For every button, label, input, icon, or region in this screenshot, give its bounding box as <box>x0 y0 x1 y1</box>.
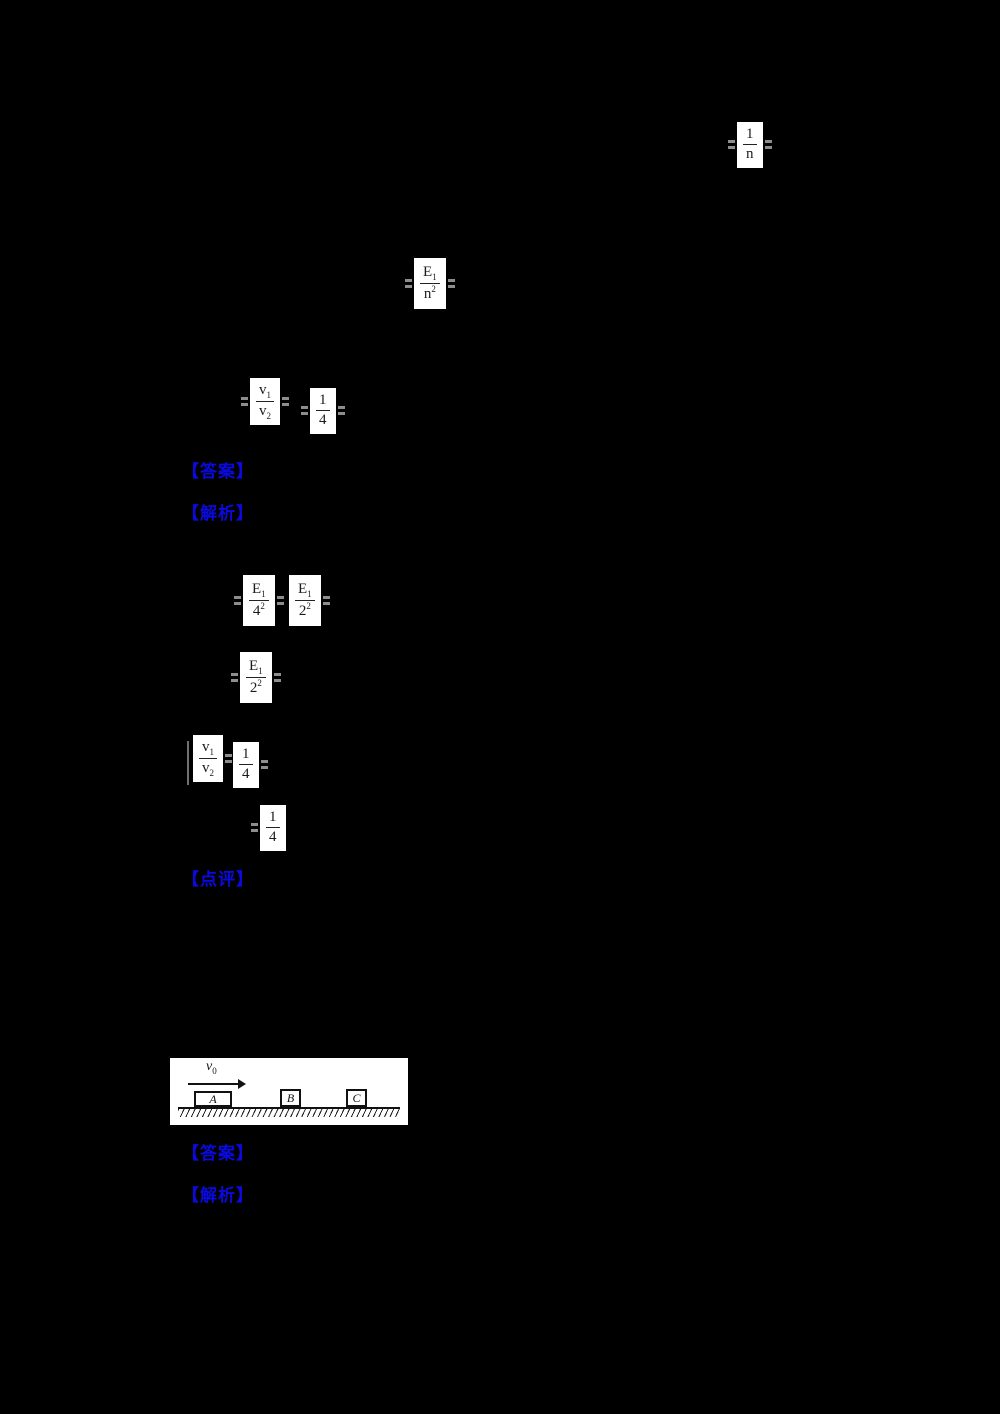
equals-mark <box>276 595 284 605</box>
equals-remnant-mark <box>260 759 268 769</box>
equation-E1-over-2-squared-2: E1 22 <box>231 652 281 704</box>
equals-remnant-mark <box>251 822 258 832</box>
fraction-numerator: E1 <box>246 658 266 678</box>
analysis-label-1: 【解析】 <box>182 504 254 523</box>
fraction-denominator: n2 <box>423 284 436 303</box>
fraction: 1 n <box>743 126 757 164</box>
fraction-numerator: 1 <box>269 809 277 825</box>
equals-remnant-mark <box>241 396 248 406</box>
fraction-numerator: v1 <box>256 382 274 402</box>
equation-E1-over-2-squared: E1 22 <box>289 575 330 627</box>
fraction-denominator: 22 <box>298 601 311 620</box>
equals-remnant-mark <box>337 405 345 415</box>
equals-remnant-mark <box>728 139 735 149</box>
fraction-denominator: 4 <box>319 412 327 429</box>
fraction-denominator: 4 <box>242 766 250 783</box>
equals-remnant-mark <box>301 405 308 415</box>
fraction-denominator: v2 <box>259 403 271 421</box>
equation-1-over-4: 1 4 <box>301 388 345 434</box>
equation-1-over-4-3: 1 4 <box>251 805 286 851</box>
text-remnant-bar <box>187 741 189 785</box>
fraction: 1 4 <box>316 392 330 430</box>
equals-remnant-mark <box>764 139 772 149</box>
equals-remnant-mark <box>231 672 238 682</box>
fraction: E1 22 <box>295 581 315 620</box>
physics-diagram-blocks: v0 A B C <box>170 1058 408 1125</box>
velocity-label: v0 <box>206 1059 217 1076</box>
block-B-label: B <box>286 1090 295 1105</box>
equals-remnant-mark <box>322 595 330 605</box>
fraction: 1 4 <box>266 809 280 847</box>
equation-E1-over-n-squared: E1 n2 <box>405 258 455 310</box>
equation-1-over-4-2: 1 4 <box>233 742 268 788</box>
velocity-arrow <box>188 1079 246 1089</box>
fraction-numerator: 1 <box>746 126 754 142</box>
ground-hatching <box>178 1109 400 1117</box>
equals-mark <box>225 753 232 763</box>
block-C-label: C <box>352 1090 361 1105</box>
fraction: E1 42 <box>249 581 269 620</box>
block-B: B <box>280 1089 301 1107</box>
equals-remnant-mark <box>234 595 241 605</box>
fraction: E1 n2 <box>420 264 440 303</box>
block-A: A <box>194 1091 232 1107</box>
fraction-numerator: E1 <box>420 264 440 284</box>
fraction: 1 4 <box>239 746 253 784</box>
fraction: E1 22 <box>246 658 266 697</box>
equals-remnant-mark <box>405 278 412 288</box>
fraction-denominator: 22 <box>249 678 262 697</box>
fraction-denominator: 42 <box>252 601 265 620</box>
equals-remnant-mark <box>447 278 455 288</box>
equals-remnant-mark <box>282 396 289 406</box>
fraction: v1 v2 <box>199 739 217 778</box>
equation-v1-over-v2: v1 v2 <box>241 378 289 425</box>
ground-line <box>178 1107 400 1109</box>
block-C: C <box>346 1089 367 1107</box>
fraction-numerator: E1 <box>249 581 269 601</box>
arrow-head-icon <box>238 1079 246 1089</box>
equals-remnant-mark <box>273 672 281 682</box>
equation-v1-over-v2-2: v1 v2 <box>187 735 232 785</box>
equation-E1-over-4-squared: E1 42 <box>234 575 284 627</box>
fraction-numerator: v1 <box>199 739 217 759</box>
block-A-label: A <box>209 1091 217 1106</box>
fraction-numerator: E1 <box>295 581 315 601</box>
fraction-numerator: 1 <box>242 746 250 762</box>
fraction-numerator: 1 <box>319 392 327 408</box>
comment-label: 【点评】 <box>182 870 254 889</box>
arrow-line <box>188 1083 240 1085</box>
fraction-denominator: n <box>746 146 754 163</box>
fraction-denominator: v2 <box>202 760 214 778</box>
fraction-denominator: 4 <box>269 829 277 846</box>
equation-1-over-n: 1 n <box>728 122 772 168</box>
answer-label-1: 【答案】 <box>182 462 254 481</box>
fraction: v1 v2 <box>256 382 274 421</box>
answer-label-2: 【答案】 <box>182 1144 254 1163</box>
analysis-label-2: 【解析】 <box>182 1186 254 1205</box>
